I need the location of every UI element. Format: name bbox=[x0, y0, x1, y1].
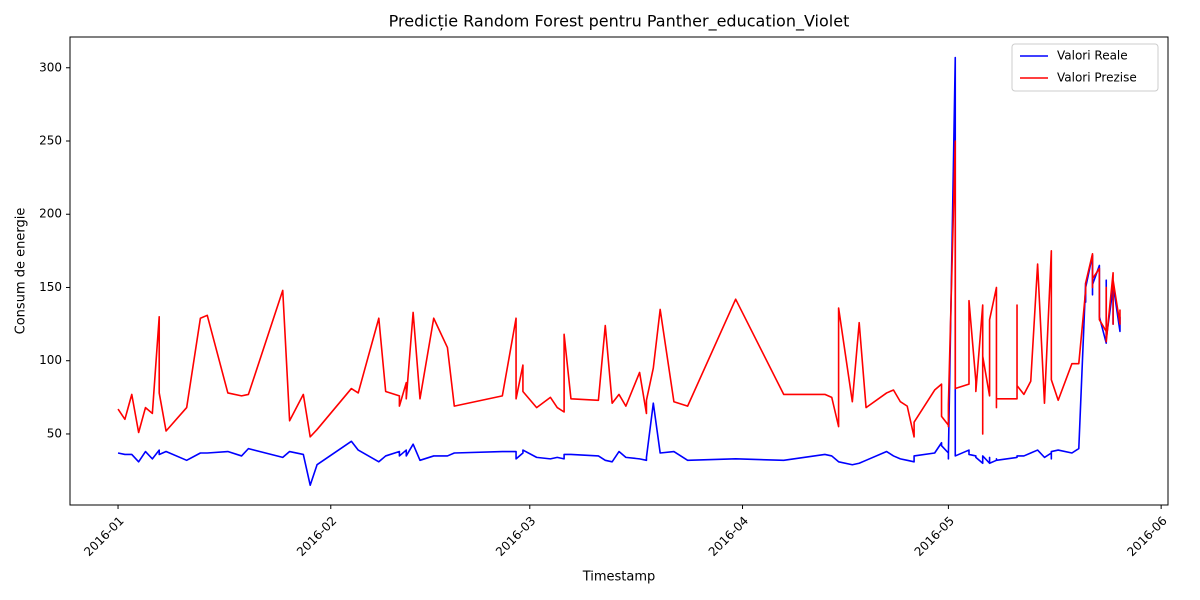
y-axis-label: Consum de energie bbox=[14, 208, 29, 335]
y-tick-label: 150 bbox=[39, 280, 62, 294]
x-tick-label: 2016-02 bbox=[294, 514, 339, 559]
x-axis-label: Timestamp bbox=[582, 570, 656, 585]
legend-box bbox=[1011, 43, 1159, 92]
legend: Valori Reale Valori Prezise bbox=[1011, 43, 1159, 92]
x-tick-label: 2016-04 bbox=[706, 514, 751, 559]
y-tick-label: 100 bbox=[39, 353, 62, 367]
legend-label: Valori Prezise bbox=[1057, 71, 1137, 85]
plot-frame bbox=[69, 36, 1169, 506]
y-tick-label: 200 bbox=[39, 207, 62, 221]
series-line bbox=[117, 56, 1121, 487]
y-tick-label: 250 bbox=[39, 134, 62, 148]
y-tick-label: 50 bbox=[47, 426, 62, 440]
series-line bbox=[117, 140, 1121, 438]
x-tick-label: 2016-03 bbox=[493, 514, 538, 559]
x-tick-label: 2016-05 bbox=[912, 514, 957, 559]
x-tick-label: 2016-01 bbox=[81, 514, 126, 559]
chart-title: Predicție Random Forest pentru Panther_e… bbox=[389, 12, 850, 32]
x-tick-label: 2016-06 bbox=[1124, 514, 1169, 559]
legend-label: Valori Reale bbox=[1057, 49, 1128, 63]
y-tick-label: 300 bbox=[39, 60, 62, 74]
